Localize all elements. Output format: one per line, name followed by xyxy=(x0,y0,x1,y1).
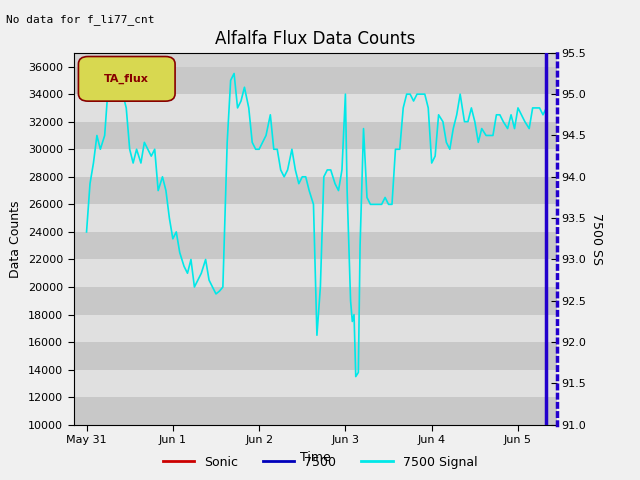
Bar xyxy=(74,177,557,204)
Title: Alfalfa Flux Data Counts: Alfalfa Flux Data Counts xyxy=(215,30,415,48)
Text: No data for f_li77_cnt: No data for f_li77_cnt xyxy=(6,14,155,25)
Bar xyxy=(74,370,557,397)
Bar xyxy=(74,204,557,232)
Bar xyxy=(74,287,557,314)
Bar xyxy=(74,314,557,342)
Bar xyxy=(74,397,557,425)
Bar xyxy=(74,149,557,177)
Bar xyxy=(74,342,557,370)
Y-axis label: Data Counts: Data Counts xyxy=(10,200,22,277)
Bar xyxy=(74,260,557,287)
Text: TA_flux: TA_flux xyxy=(104,74,149,84)
Legend: Sonic, 7500, 7500 Signal: Sonic, 7500, 7500 Signal xyxy=(158,451,482,474)
Y-axis label: 7500 SS: 7500 SS xyxy=(590,213,604,265)
Bar xyxy=(74,94,557,122)
Bar xyxy=(74,232,557,260)
X-axis label: Time: Time xyxy=(300,451,331,464)
Bar xyxy=(74,122,557,149)
Bar xyxy=(74,67,557,94)
FancyBboxPatch shape xyxy=(79,57,175,101)
